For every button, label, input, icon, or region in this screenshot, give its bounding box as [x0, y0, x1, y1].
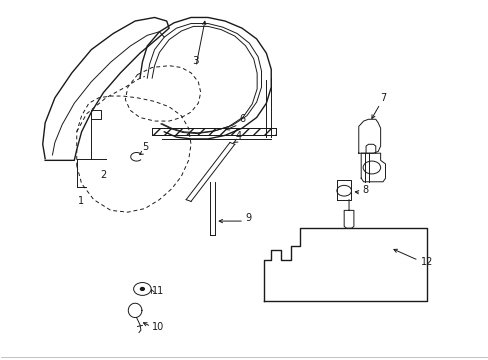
Text: 3: 3: [192, 56, 199, 66]
Text: 4: 4: [235, 131, 241, 141]
Text: 1: 1: [78, 197, 83, 206]
Text: 12: 12: [420, 257, 432, 267]
Text: 8: 8: [361, 185, 367, 194]
Polygon shape: [152, 128, 276, 135]
Circle shape: [140, 288, 144, 291]
Text: 11: 11: [152, 286, 164, 296]
Text: 5: 5: [142, 141, 148, 152]
Text: 7: 7: [379, 93, 386, 103]
Text: 10: 10: [152, 322, 164, 332]
Text: 2: 2: [100, 170, 106, 180]
Text: 6: 6: [239, 114, 244, 124]
Text: 9: 9: [245, 213, 251, 223]
